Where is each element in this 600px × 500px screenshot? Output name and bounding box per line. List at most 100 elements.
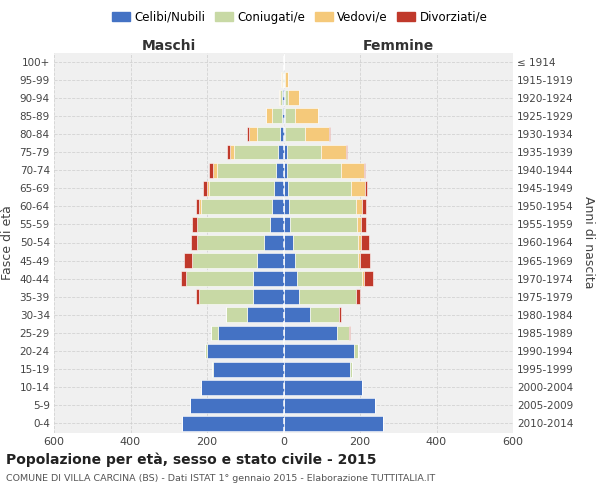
Bar <box>203 181 207 196</box>
Bar <box>227 144 230 160</box>
Bar <box>284 235 293 250</box>
Bar <box>186 272 253 286</box>
Bar <box>192 253 257 268</box>
Bar <box>181 272 186 286</box>
Bar <box>287 144 321 160</box>
Bar <box>284 108 286 124</box>
Bar <box>358 235 361 250</box>
Bar <box>310 308 339 322</box>
Bar <box>207 344 284 358</box>
Bar <box>288 181 351 196</box>
Bar <box>201 199 272 214</box>
Bar <box>287 162 341 178</box>
Text: Femmine: Femmine <box>362 40 434 54</box>
Bar <box>362 199 366 214</box>
Bar <box>364 162 365 178</box>
Bar <box>283 72 284 87</box>
Bar <box>297 272 362 286</box>
Bar <box>351 181 365 196</box>
Bar <box>284 181 288 196</box>
Bar <box>358 217 361 232</box>
Bar <box>284 217 290 232</box>
Bar <box>274 181 284 196</box>
Bar <box>218 326 284 340</box>
Bar <box>213 362 284 376</box>
Y-axis label: Anni di nascita: Anni di nascita <box>582 196 595 289</box>
Bar <box>209 162 213 178</box>
Bar <box>346 144 347 160</box>
Bar <box>257 126 280 142</box>
Text: Maschi: Maschi <box>142 40 196 54</box>
Text: COMUNE DI VILLA CARCINA (BS) - Dati ISTAT 1° gennaio 2015 - Elaborazione TUTTITA: COMUNE DI VILLA CARCINA (BS) - Dati ISTA… <box>6 474 435 483</box>
Bar <box>321 144 346 160</box>
Bar <box>253 290 284 304</box>
Bar <box>212 362 213 376</box>
Bar <box>337 326 349 340</box>
Bar <box>356 199 362 214</box>
Bar <box>284 326 337 340</box>
Bar <box>365 181 367 196</box>
Bar <box>182 416 284 431</box>
Bar <box>358 253 360 268</box>
Bar <box>265 235 284 250</box>
Bar <box>280 126 284 142</box>
Bar <box>284 90 288 105</box>
Bar <box>226 308 247 322</box>
Bar <box>293 235 358 250</box>
Bar <box>196 199 199 214</box>
Bar <box>284 344 354 358</box>
Bar <box>284 272 297 286</box>
Bar <box>364 272 373 286</box>
Bar <box>230 144 234 160</box>
Bar <box>283 90 284 105</box>
Bar <box>284 72 285 87</box>
Bar <box>284 380 362 394</box>
Bar <box>288 90 299 105</box>
Bar <box>201 380 284 394</box>
Bar <box>284 253 295 268</box>
Bar <box>305 126 329 142</box>
Bar <box>354 344 358 358</box>
Bar <box>217 162 276 178</box>
Bar <box>284 416 383 431</box>
Bar <box>349 326 350 340</box>
Bar <box>199 290 253 304</box>
Bar <box>284 290 299 304</box>
Bar <box>286 126 305 142</box>
Bar <box>249 126 257 142</box>
Bar <box>272 108 281 124</box>
Bar <box>360 253 370 268</box>
Bar <box>278 144 284 160</box>
Bar <box>190 398 284 413</box>
Bar <box>295 108 318 124</box>
Bar <box>350 362 352 376</box>
Bar <box>207 181 209 196</box>
Bar <box>276 162 284 178</box>
Bar <box>199 199 201 214</box>
Y-axis label: Fasce di età: Fasce di età <box>1 205 14 280</box>
Bar <box>247 126 249 142</box>
Bar <box>257 253 284 268</box>
Bar <box>284 308 310 322</box>
Bar <box>247 308 284 322</box>
Bar <box>209 181 274 196</box>
Text: Popolazione per età, sesso e stato civile - 2015: Popolazione per età, sesso e stato civil… <box>6 452 377 467</box>
Bar <box>253 272 284 286</box>
Bar <box>234 144 278 160</box>
Bar <box>196 290 199 304</box>
Bar <box>197 235 265 250</box>
Bar <box>211 326 218 340</box>
Bar <box>272 199 284 214</box>
Bar <box>284 199 289 214</box>
Bar <box>284 126 286 142</box>
Legend: Celibi/Nubili, Coniugati/e, Vedovi/e, Divorziati/e: Celibi/Nubili, Coniugati/e, Vedovi/e, Di… <box>107 6 493 28</box>
Bar <box>284 162 287 178</box>
Bar <box>191 235 197 250</box>
Bar <box>286 108 295 124</box>
Bar <box>192 217 197 232</box>
Bar <box>361 235 369 250</box>
Bar <box>299 290 356 304</box>
Bar <box>295 253 358 268</box>
Bar <box>362 272 364 286</box>
Bar <box>282 72 283 87</box>
